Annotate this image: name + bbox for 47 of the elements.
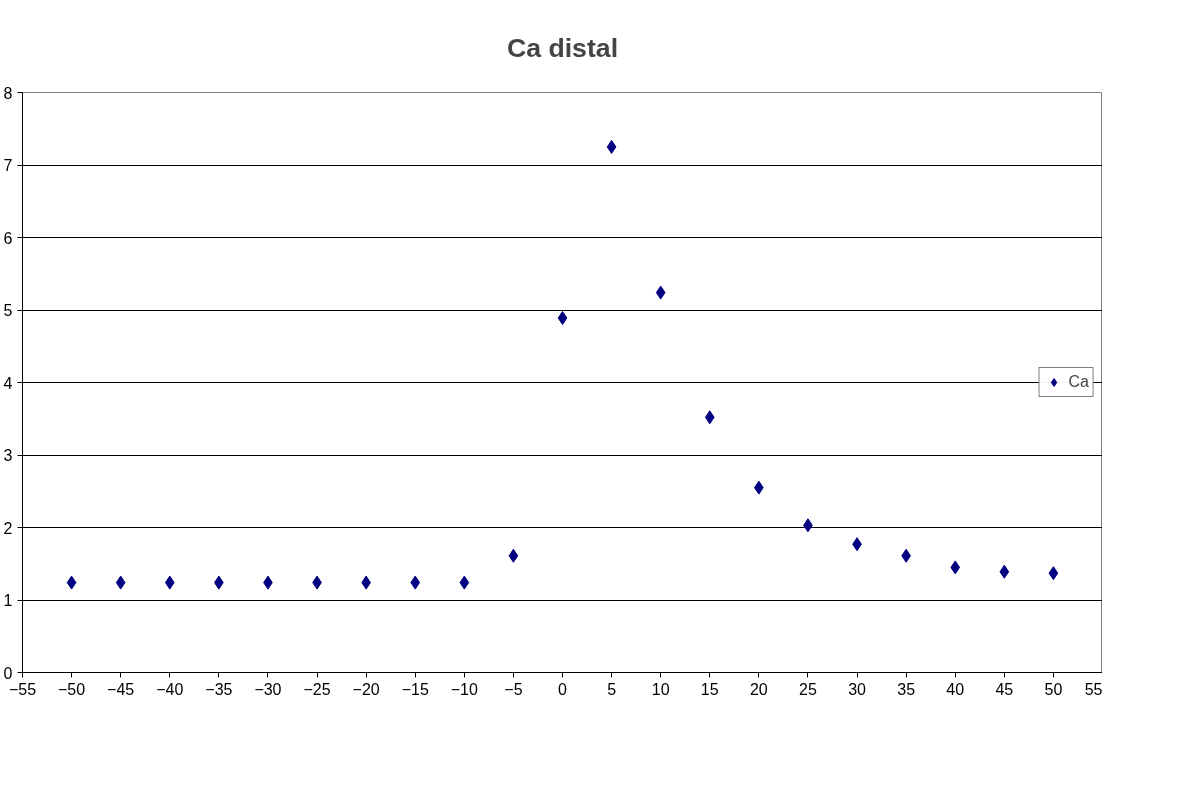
x-tick-label: −10 (450, 680, 478, 698)
x-tick-label: 5 (607, 680, 617, 698)
point (66, 575, 77, 590)
point (606, 139, 617, 154)
x-tick-label: −45 (107, 680, 135, 698)
x-tick-label: −25 (303, 680, 331, 698)
point (704, 410, 715, 425)
chart-title: Ca distal (506, 32, 619, 63)
x-tick-label: 30 (848, 680, 867, 698)
x-tick-label: 0 (558, 680, 568, 698)
x-tick-label: 35 (897, 680, 916, 698)
y-tick-label: 5 (3, 302, 13, 319)
point (459, 575, 470, 590)
x-tick-label: 50 (1044, 680, 1063, 698)
x-tick-label: −40 (156, 680, 184, 698)
point (1048, 566, 1059, 581)
x-tick-label: −55 (8, 680, 37, 698)
x-tick-label: 55 (1084, 680, 1103, 698)
point (950, 560, 961, 575)
y-tick-label: 1 (3, 592, 13, 609)
x-tick-label: −5 (504, 680, 523, 698)
point (508, 548, 519, 563)
y-tick-label: 8 (3, 84, 13, 102)
y-tick-label: 4 (3, 374, 13, 392)
x-tick-label: −20 (352, 680, 380, 698)
point (115, 575, 126, 590)
y-tick-label: 7 (3, 157, 13, 174)
x-tick-label: 20 (749, 680, 768, 698)
point (655, 285, 666, 300)
point (557, 310, 568, 325)
point (410, 575, 421, 590)
point (164, 575, 175, 590)
x-tick-label: −50 (58, 680, 86, 698)
y-tick-label: 6 (3, 229, 13, 247)
legend-label: Ca (1068, 373, 1089, 391)
x-tick-label: 10 (651, 680, 670, 698)
x-tick-label: 25 (799, 680, 817, 698)
y-tick-label: 2 (3, 519, 13, 537)
x-tick-label: 40 (946, 680, 965, 698)
x-tick-label: −30 (254, 680, 282, 698)
x-tick-label: −15 (401, 680, 429, 698)
x-tick-label: 45 (995, 680, 1014, 698)
x-tick-label: −35 (205, 680, 233, 698)
point (999, 564, 1010, 579)
y-tick-label: 3 (3, 447, 13, 464)
x-tick-label: 15 (700, 680, 719, 698)
y-tick-label: 0 (3, 664, 13, 682)
